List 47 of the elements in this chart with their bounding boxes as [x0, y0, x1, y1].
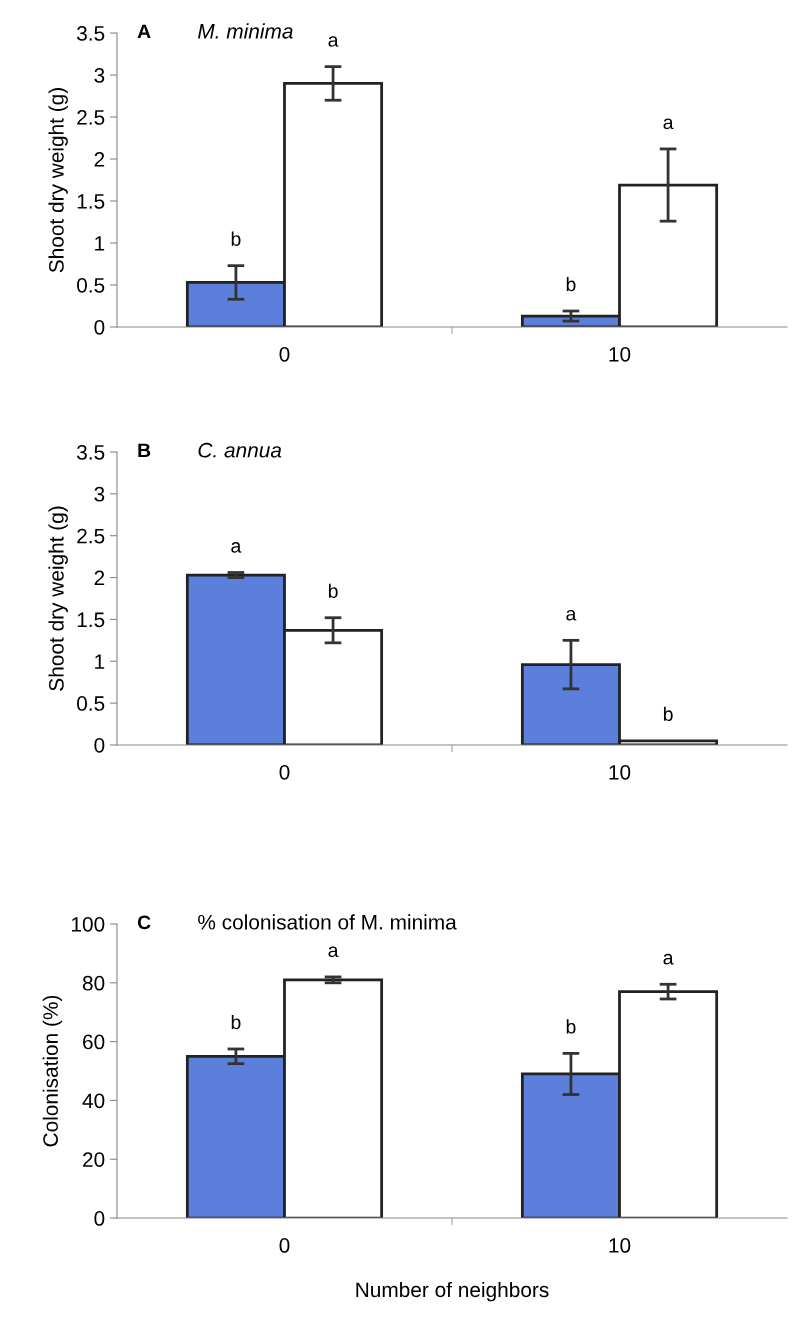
- y-tick-label: 2.5: [77, 528, 105, 544]
- annotation: b: [566, 276, 576, 292]
- y-tick-label: 1.5: [77, 194, 105, 209]
- annotation: b: [663, 706, 673, 722]
- x-tick-label: 10: [609, 1238, 631, 1253]
- y-tick-label: 80: [82, 975, 105, 991]
- annotation: b: [328, 583, 338, 598]
- annotation: a: [231, 542, 242, 553]
- y-tick-label: 100: [72, 916, 105, 932]
- annotation: a: [566, 609, 577, 621]
- y-tick-label: 2: [94, 152, 105, 167]
- y-tick-label: 3.5: [77, 444, 105, 460]
- y-tick-label: 0: [94, 737, 105, 753]
- chart-title: A: [137, 24, 151, 39]
- chart-subtitle: M. minima: [198, 23, 293, 39]
- y-tick-label: 3: [94, 486, 105, 502]
- y-axis-title: Shoot dry weight (g): [48, 88, 68, 273]
- chart-subtitle: % colonisation of M. minima: [198, 914, 457, 930]
- annotation: a: [328, 946, 339, 958]
- chart-title: B: [138, 443, 151, 457]
- y-tick-label: 0: [94, 1211, 105, 1226]
- y-tick-label: 0.5: [77, 277, 105, 293]
- annotation: a: [328, 36, 339, 47]
- y-tick-label: 40: [82, 1093, 105, 1109]
- y-tick-label: 1: [95, 236, 105, 251]
- y-tick-label: 2.5: [77, 110, 105, 125]
- y-tick-label: 0.5: [77, 696, 105, 711]
- chart-subtitle: C. annua: [198, 442, 282, 458]
- y-tick-label: 1.5: [77, 612, 105, 628]
- y-tick-label: 1: [95, 654, 105, 669]
- annotation: a: [663, 953, 674, 965]
- y-tick-label: 60: [83, 1034, 105, 1050]
- y-tick-label: 20: [83, 1152, 105, 1167]
- annotation: b: [566, 1019, 576, 1034]
- chart-title: C: [137, 915, 151, 930]
- y-tick-label: 3.5: [77, 26, 105, 41]
- y-tick-label: 3: [94, 68, 105, 83]
- y-axis-title: Shoot dry weight (g): [48, 506, 68, 691]
- annotation: a: [663, 118, 674, 130]
- annotation: b: [231, 231, 241, 246]
- x-tick-label: 10: [609, 764, 631, 780]
- x-axis-title: Number of neighbors: [356, 1281, 549, 1302]
- y-tick-label: 2: [94, 570, 105, 586]
- y-tick-label: 0: [94, 319, 105, 335]
- x-tick-label: 10: [609, 346, 631, 362]
- annotation: b: [231, 1014, 241, 1030]
- y-axis-title: Colonisation (%): [42, 995, 63, 1147]
